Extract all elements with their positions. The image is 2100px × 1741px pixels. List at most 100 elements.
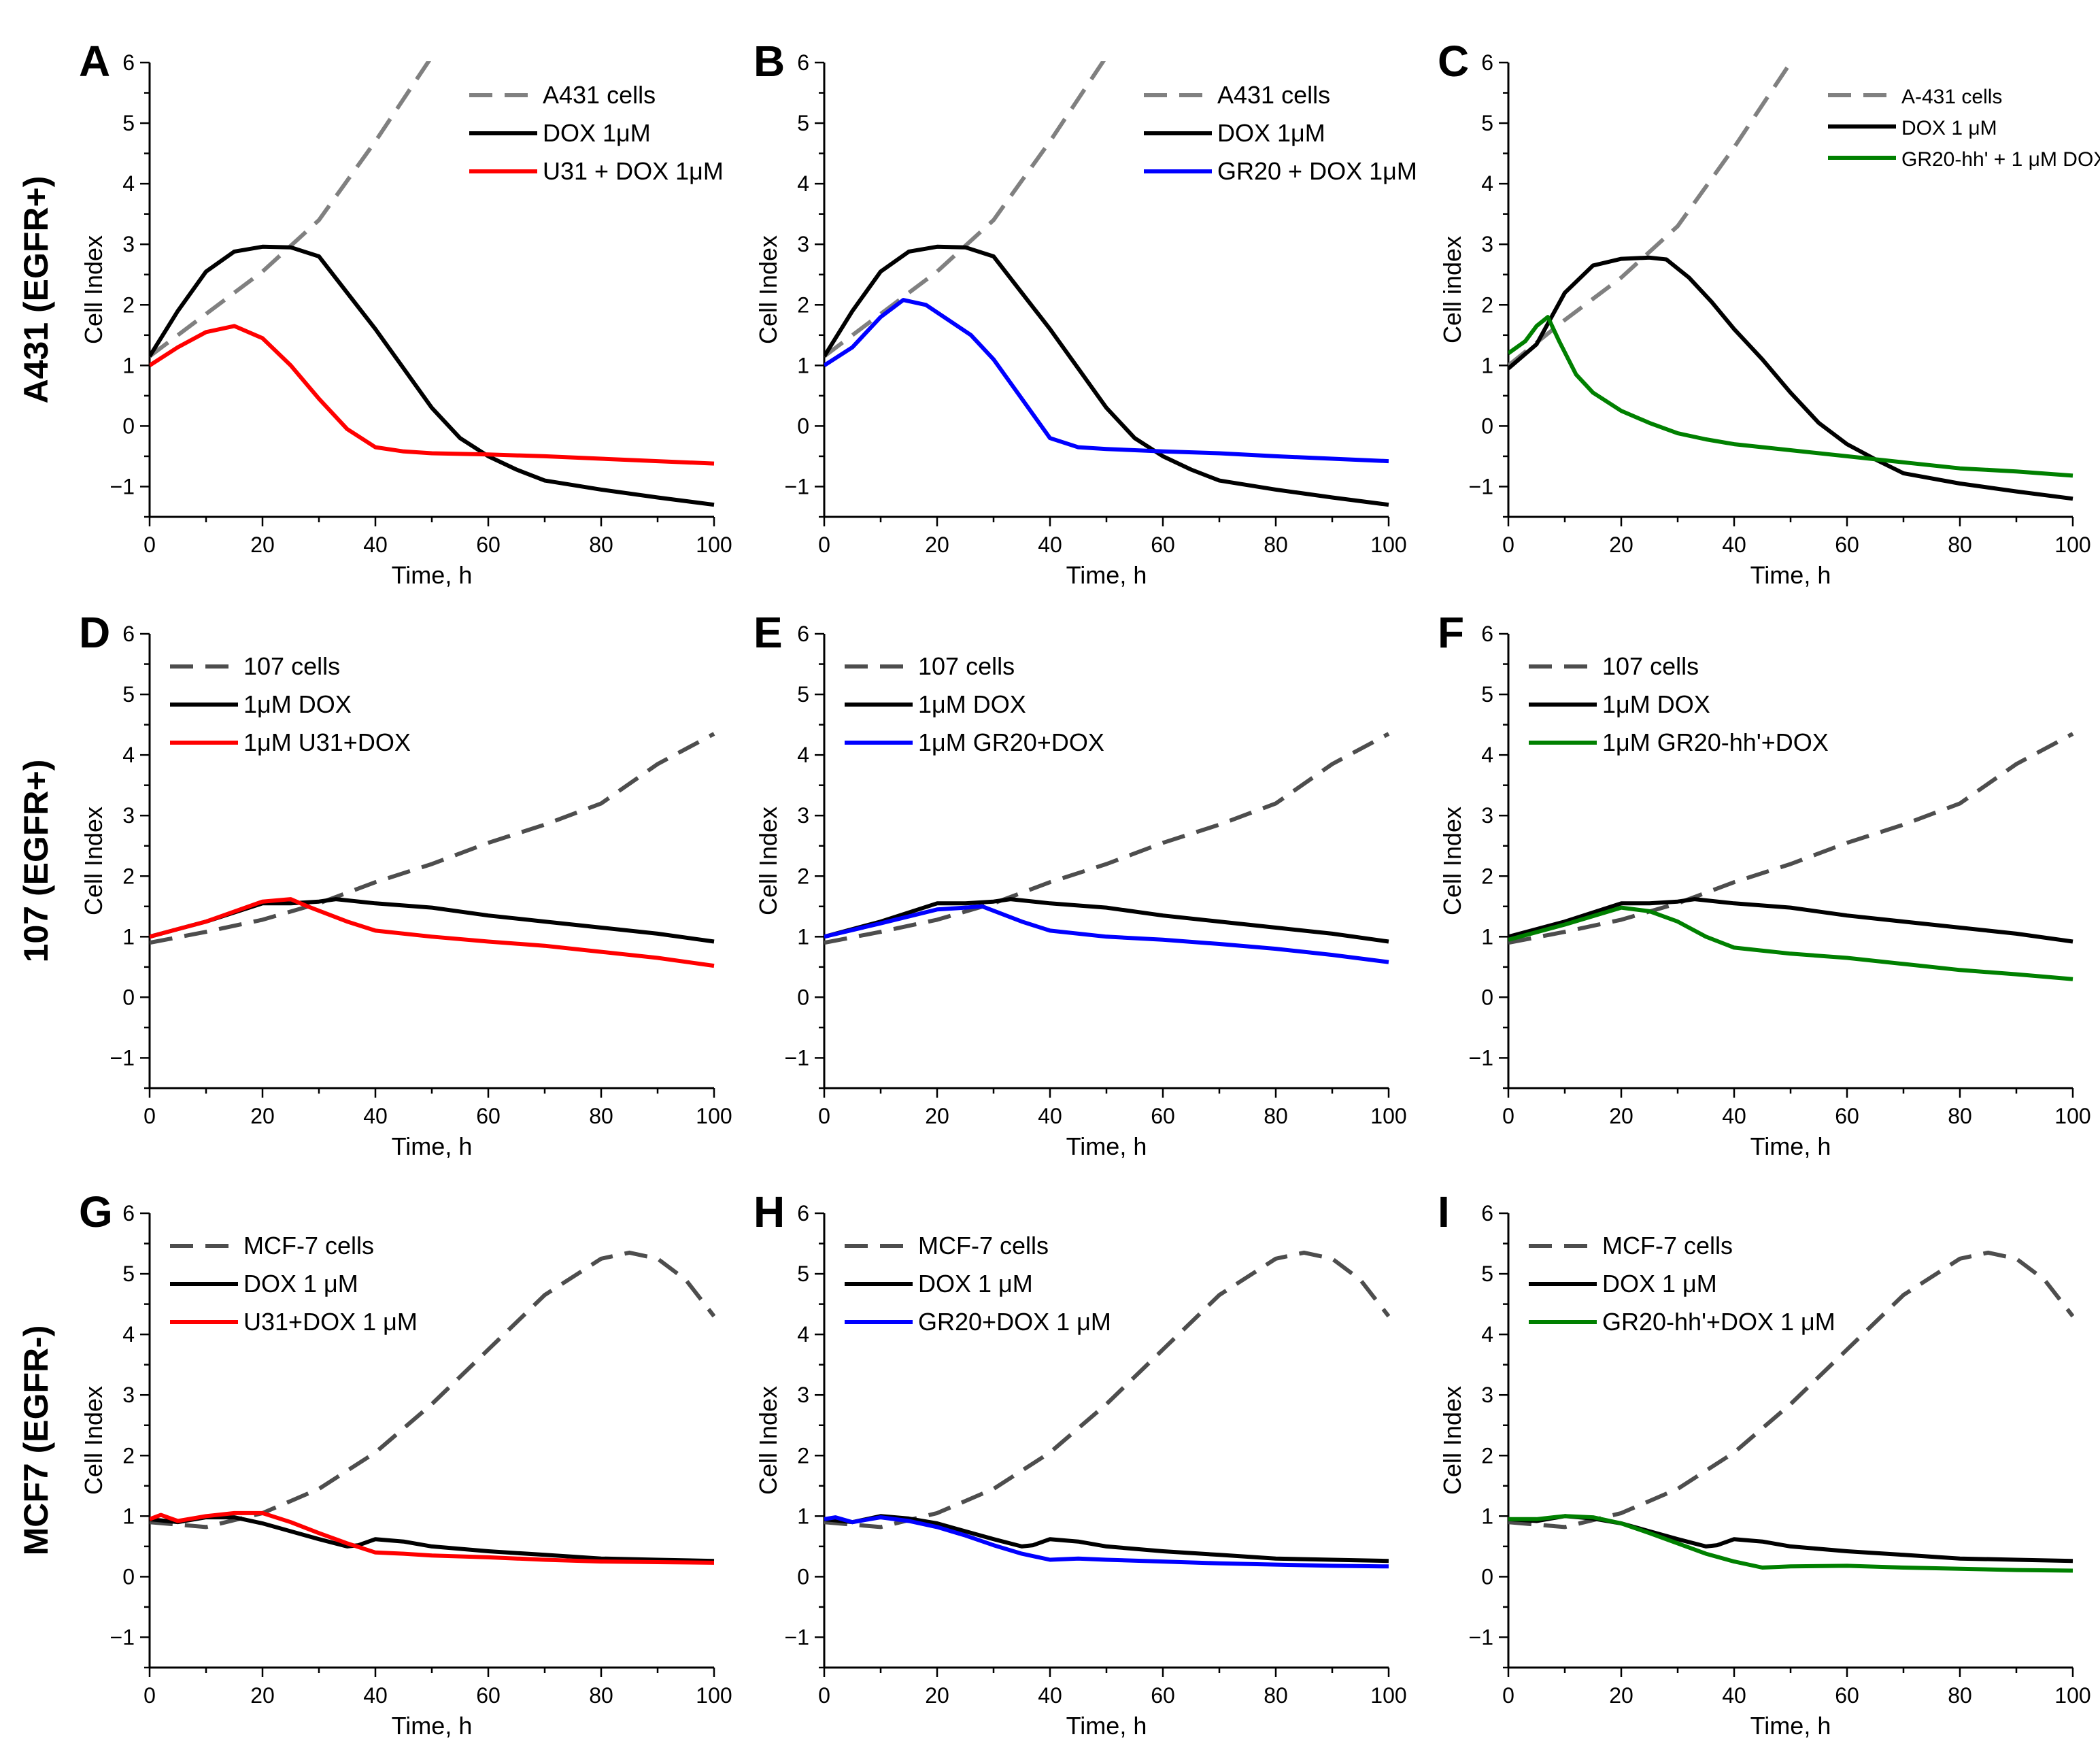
y-tick-label: 3 — [122, 803, 135, 828]
y-axis-title: Cell Index — [1438, 1386, 1466, 1495]
x-axis-title: Time, h — [392, 1712, 473, 1740]
y-tick-label: 2 — [1481, 292, 1493, 317]
x-tick-label: 100 — [2054, 1683, 2090, 1708]
x-tick-label: 20 — [250, 1683, 275, 1708]
y-tick-label: 1 — [1481, 1504, 1493, 1528]
panel-letter: C — [1438, 37, 1469, 86]
y-tick-label: 6 — [1481, 50, 1493, 75]
y-tick-label: 3 — [1481, 803, 1493, 828]
x-tick-label: 100 — [2054, 1104, 2090, 1128]
x-tick-label: 40 — [1722, 533, 1746, 557]
series-line-2 — [824, 1515, 1389, 1569]
row-label: A431 (EGFR+) — [17, 176, 55, 404]
y-tick-label: −1 — [1469, 1625, 1493, 1649]
panel-letter: E — [753, 608, 783, 657]
series-line-2 — [150, 1510, 715, 1565]
y-tick-label: 0 — [122, 985, 135, 1009]
y-tick-label: −1 — [785, 1045, 809, 1070]
x-tick-label: 100 — [696, 1104, 732, 1128]
chart-panel-h: H 0 20 40 60 80 100 −1 0 1 2 3 4 5 6 Time, h Cell Index M… — [753, 1187, 1407, 1740]
y-tick-label: −1 — [785, 1625, 809, 1649]
series-line-2 — [150, 897, 715, 968]
series-line-2 — [150, 324, 715, 466]
y-tick-label: 1 — [797, 353, 809, 377]
panel-letter: H — [753, 1187, 785, 1236]
legend-entry-2: GR20 + DOX 1μM — [1217, 157, 1417, 185]
x-tick-label: 20 — [925, 533, 949, 557]
y-tick-label: 0 — [122, 413, 135, 438]
y-tick-label: 6 — [122, 50, 135, 75]
y-tick-label: 2 — [122, 292, 135, 317]
series-line-0 — [824, 1250, 1390, 1529]
y-tick-label: −1 — [110, 474, 135, 498]
x-axis-title: Time, h — [392, 1132, 473, 1160]
legend-entry-2: 1μM U31+DOX — [243, 728, 411, 756]
row-label: 107 (EGFR+) — [17, 760, 55, 963]
x-tick-label: 0 — [1502, 1683, 1514, 1708]
y-tick-label: 1 — [122, 924, 135, 949]
legend-entry-2: GR20-hh'+DOX 1 μM — [1602, 1308, 1835, 1336]
y-tick-label: 1 — [122, 1504, 135, 1528]
y-tick-label: 6 — [122, 1201, 135, 1226]
x-tick-label: 80 — [589, 1683, 613, 1708]
series-line-2 — [1508, 315, 2073, 478]
y-tick-label: 0 — [797, 985, 809, 1009]
legend-entry-0: A431 cells — [543, 81, 656, 109]
chart-panel-a: A A431 (EGFR+) 0 20 40 60 80 100 −1 0 1 2 3 4 5 6 Time, … — [17, 37, 732, 589]
y-tick-label: 4 — [797, 1322, 809, 1347]
y-tick-label: 5 — [797, 111, 809, 135]
y-tick-label: 5 — [797, 1262, 809, 1286]
x-axis-title: Time, h — [1750, 1712, 1831, 1740]
x-tick-label: 0 — [818, 533, 830, 557]
y-tick-label: 4 — [797, 171, 809, 196]
panel-letter: I — [1438, 1187, 1450, 1236]
series-line-2 — [824, 904, 1389, 964]
x-axis-title: Time, h — [1066, 1712, 1147, 1740]
y-axis-title: Cell Index — [80, 1386, 107, 1495]
y-tick-label: 4 — [1481, 1322, 1493, 1347]
y-tick-label: 2 — [797, 292, 809, 317]
x-tick-label: 40 — [1038, 1104, 1062, 1128]
chart-panel-c: C 0 20 40 60 80 100 −1 0 1 2 3 4 5 6 Time, h Cell index A… — [1438, 37, 2100, 589]
legend-entry-1: DOX 1 μM — [1901, 117, 1997, 139]
y-tick-label: 3 — [122, 1383, 135, 1407]
series-line-2 — [824, 298, 1389, 464]
y-tick-label: 1 — [797, 924, 809, 949]
panel-letter: B — [753, 37, 785, 86]
y-tick-label: −1 — [1469, 1045, 1493, 1070]
y-tick-label: 1 — [1481, 924, 1493, 949]
x-axis-title: Time, h — [1750, 1132, 1831, 1160]
legend-entry-2: U31 + DOX 1μM — [543, 157, 724, 185]
legend-entry-2: 1μM GR20-hh'+DOX — [1602, 728, 1829, 756]
y-tick-label: 1 — [122, 353, 135, 377]
y-axis-title: Cell Index — [754, 807, 782, 915]
x-tick-label: 100 — [2054, 533, 2090, 557]
legend-entry-0: 107 cells — [918, 652, 1015, 680]
y-axis-title: Cell index — [1438, 236, 1466, 343]
chart-panel-f: F 0 20 40 60 80 100 −1 0 1 2 3 4 5 6 Time, h Cell Index 1… — [1438, 608, 2091, 1160]
series-line-1 — [1508, 255, 2073, 501]
legend-entry-0: MCF-7 cells — [918, 1232, 1049, 1260]
y-tick-label: 6 — [1481, 1201, 1493, 1226]
y-tick-label: 0 — [122, 1564, 135, 1589]
y-tick-label: 4 — [122, 1322, 135, 1347]
y-tick-label: 0 — [1481, 413, 1493, 438]
legend-entry-1: DOX 1 μM — [243, 1270, 358, 1298]
y-tick-label: −1 — [1469, 474, 1493, 498]
x-tick-label: 20 — [925, 1104, 949, 1128]
x-tick-label: 80 — [1264, 1683, 1288, 1708]
x-tick-label: 40 — [1038, 533, 1062, 557]
y-tick-label: 0 — [1481, 985, 1493, 1009]
x-tick-label: 80 — [1948, 1104, 1972, 1128]
y-tick-label: 2 — [1481, 864, 1493, 888]
x-tick-label: 60 — [476, 533, 501, 557]
x-tick-label: 100 — [1370, 1683, 1406, 1708]
y-tick-label: 1 — [1481, 353, 1493, 377]
legend-entry-1: DOX 1 μM — [918, 1270, 1033, 1298]
chart-panel-b: B 0 20 40 60 80 100 −1 0 1 2 3 4 5 6 Time, h Cell Index A… — [753, 37, 1417, 589]
y-axis-title: Cell Index — [1438, 807, 1466, 915]
y-tick-label: 2 — [1481, 1443, 1493, 1468]
x-tick-label: 40 — [363, 533, 388, 557]
x-tick-label: 0 — [143, 533, 156, 557]
